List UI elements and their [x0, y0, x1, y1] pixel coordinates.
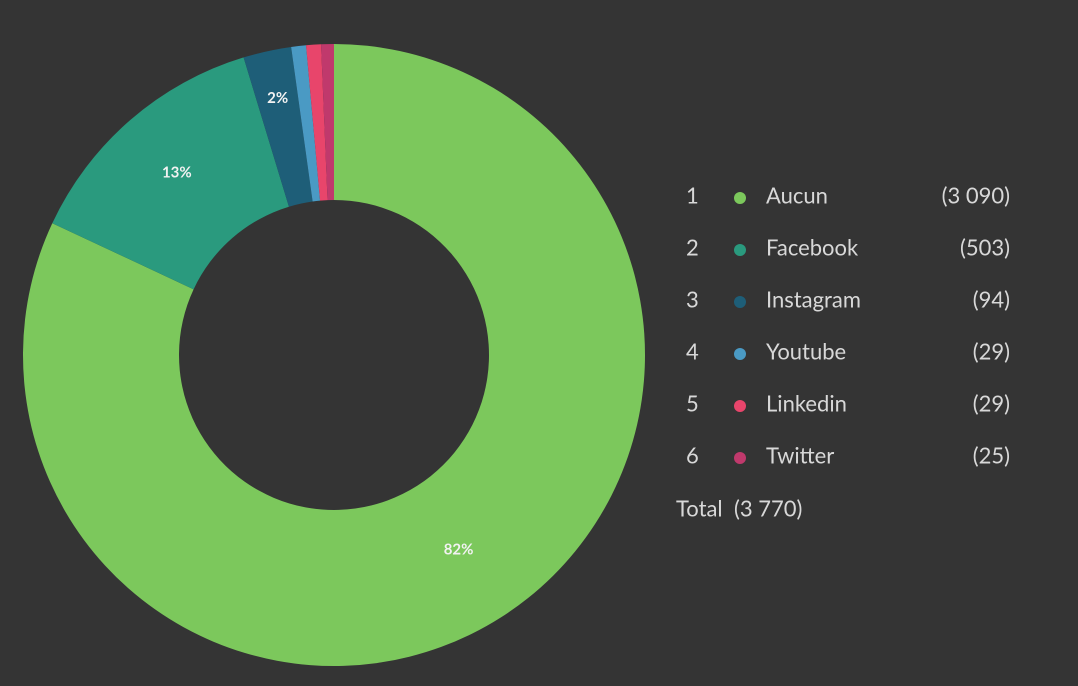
legend-marker [734, 348, 746, 360]
slice-label: 2% [267, 89, 288, 107]
legend-value: (94) [973, 286, 1010, 313]
legend-number: 6 [686, 442, 699, 469]
legend-value: (3 090) [942, 182, 1010, 209]
total-label: Total [676, 495, 723, 522]
donut-slice [321, 44, 334, 201]
legend-value: (29) [973, 390, 1010, 417]
legend-marker [734, 244, 746, 256]
total-value: (3 770) [734, 495, 802, 522]
legend-number: 3 [686, 286, 699, 313]
legend-number: 1 [686, 182, 699, 209]
legend-value: (25) [973, 442, 1010, 469]
legend-marker [734, 296, 746, 308]
legend-number: 4 [686, 338, 699, 365]
legend-label: Aucun [766, 182, 828, 209]
legend-label: Youtube [766, 338, 846, 365]
legend-marker [734, 452, 746, 464]
donut-slice [306, 44, 328, 201]
slice-label: 82% [444, 541, 474, 559]
legend-label: Twitter [766, 442, 834, 469]
donut-slice [52, 57, 289, 290]
donut-slice [243, 46, 313, 207]
slice-label: 13% [162, 163, 192, 181]
legend-label: Instagram [766, 286, 861, 313]
legend-marker [734, 400, 746, 412]
legend-number: 2 [686, 234, 699, 261]
donut-slice [291, 45, 321, 202]
legend-marker [734, 192, 746, 204]
legend-label: Facebook [766, 234, 859, 261]
legend-value: (503) [960, 234, 1010, 261]
legend-label: Linkedin [766, 390, 847, 417]
legend-value: (29) [973, 338, 1010, 365]
legend-number: 5 [686, 390, 699, 417]
donut-slice [22, 44, 645, 666]
